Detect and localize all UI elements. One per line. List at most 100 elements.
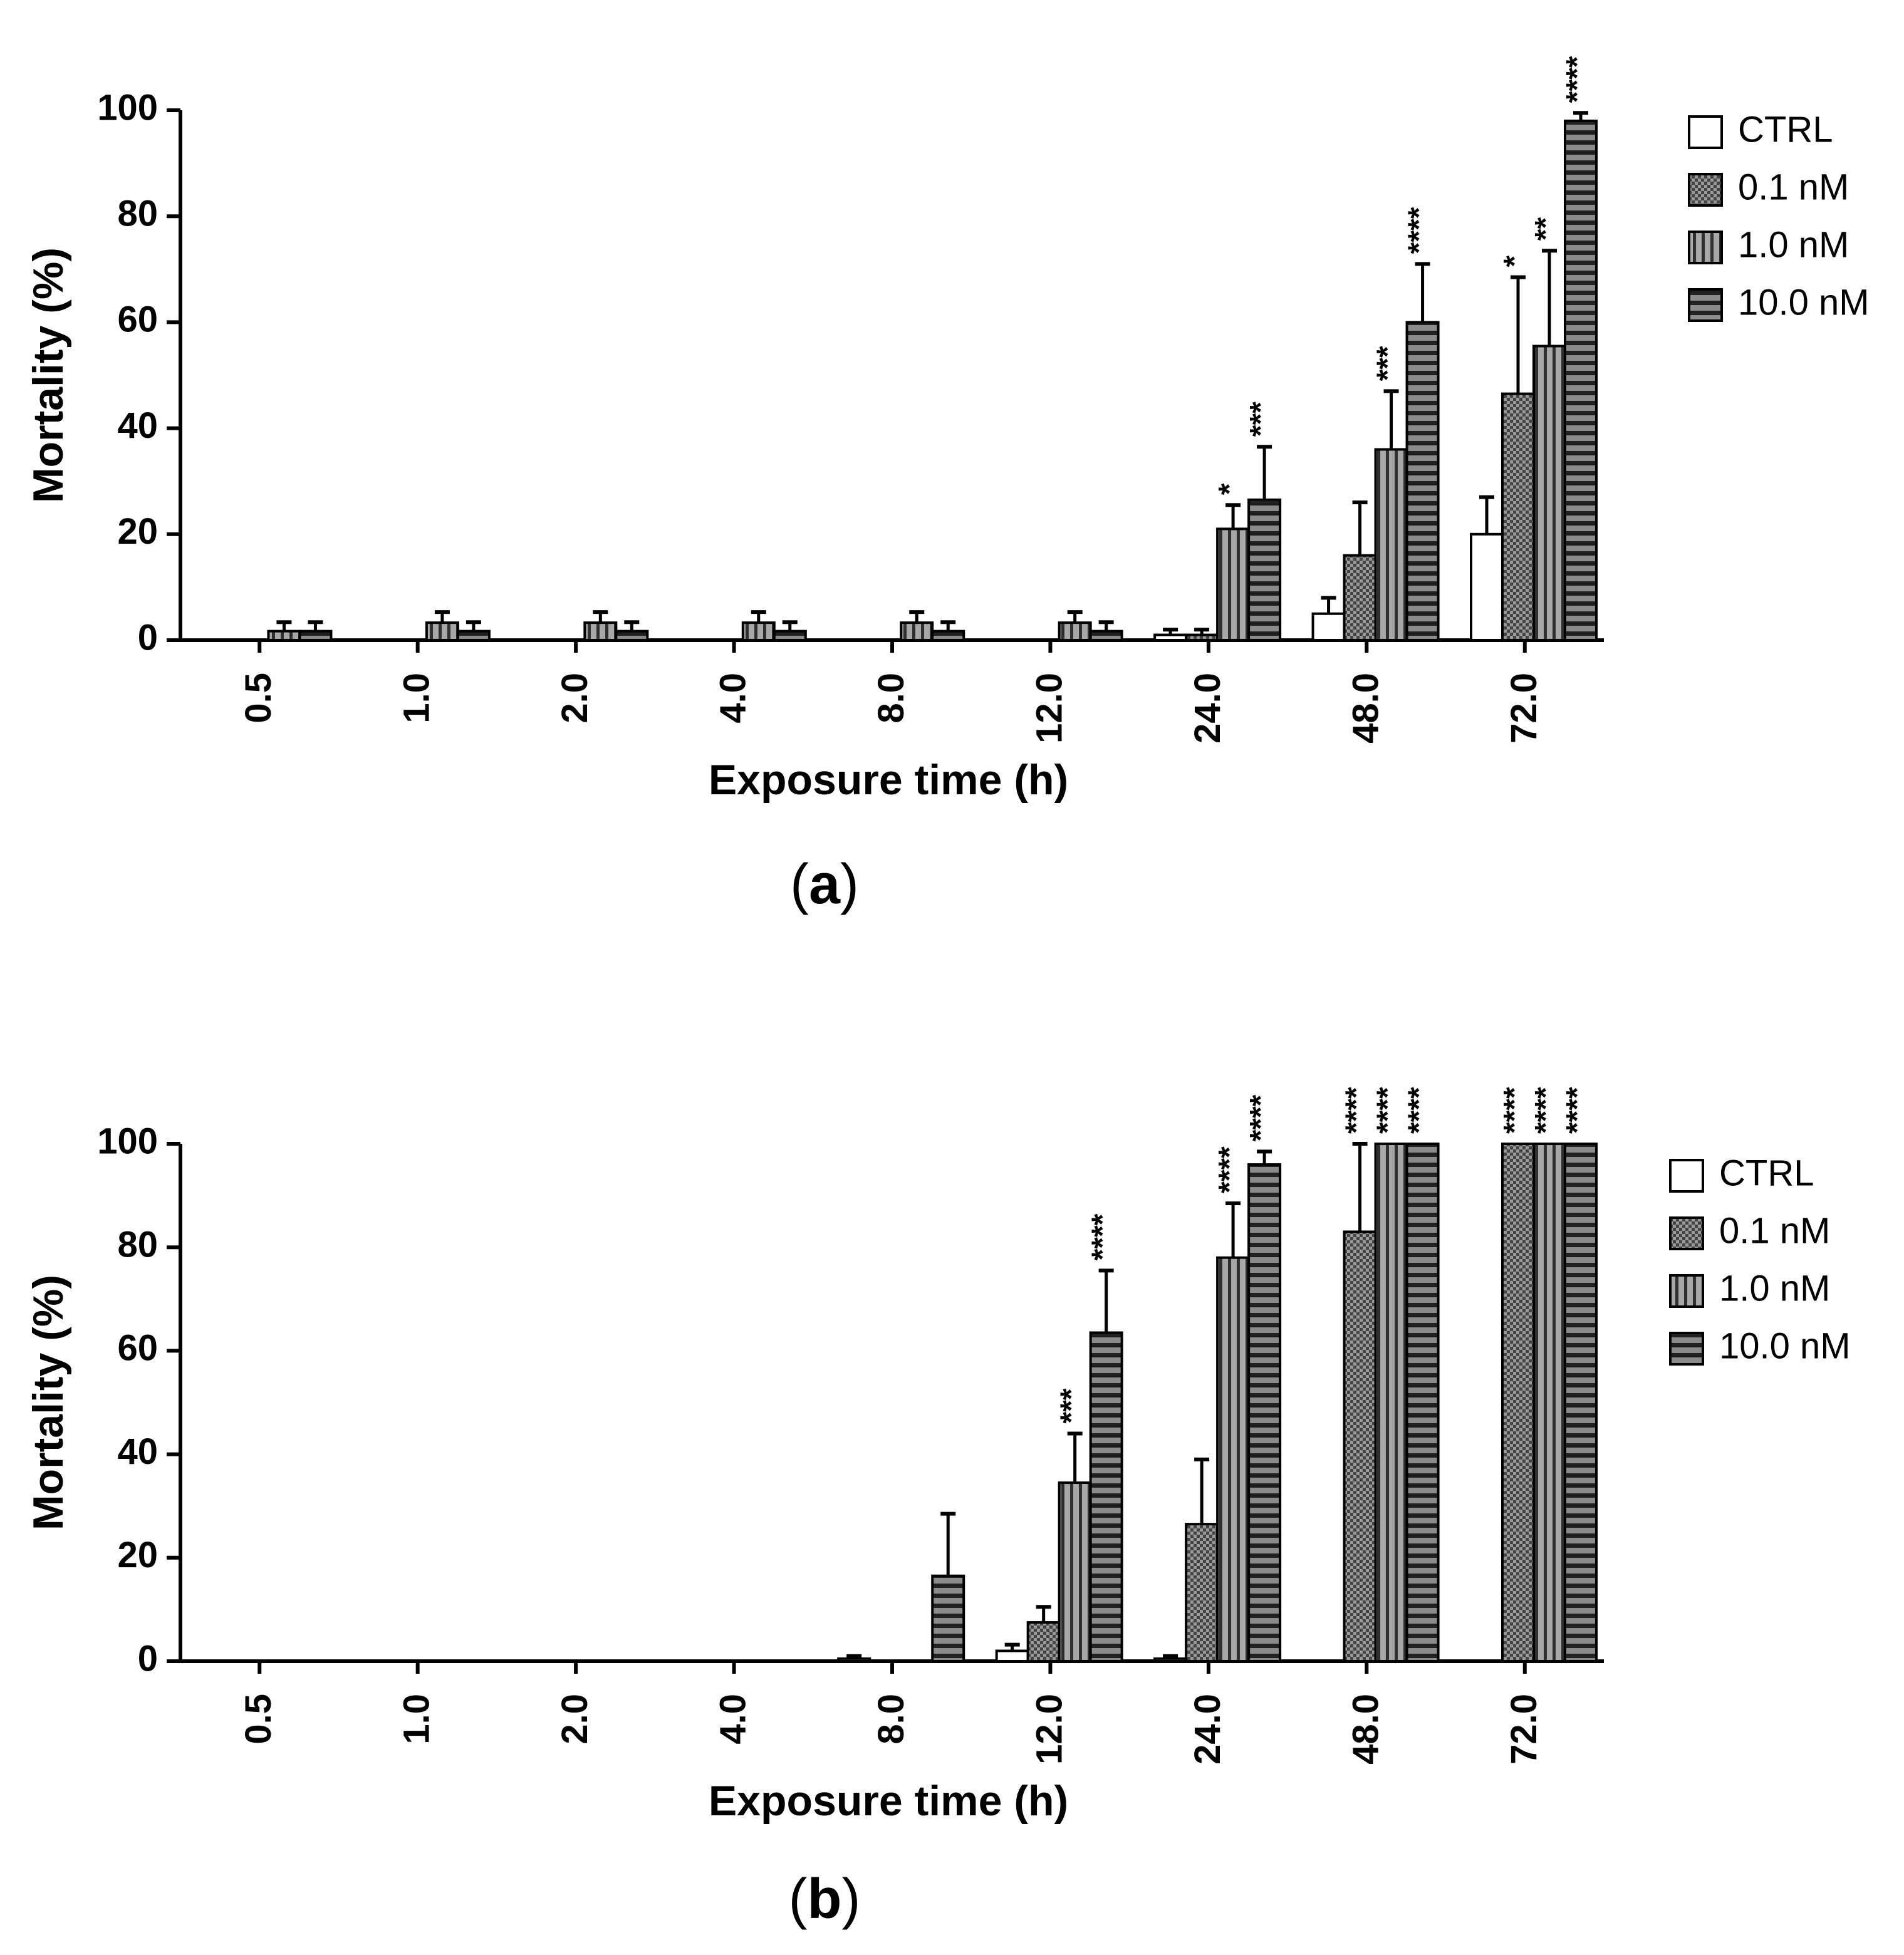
y-tick-label: 40 [117,405,158,446]
bar [1374,448,1408,641]
y-tick-label: 60 [117,1328,158,1369]
bar [931,630,965,641]
y-axis-title: Mortality (%) [24,247,72,503]
x-tick-label: 4.0 [713,673,754,723]
bar [1247,498,1282,641]
x-tick-label: 24.0 [1187,673,1228,744]
legend-swatch [1688,173,1723,207]
x-tick-label: 48.0 [1345,673,1386,744]
x-tick-label: 12.0 [1029,673,1069,744]
significance-marker: **** [1340,1087,1373,1134]
bar [1532,1143,1566,1662]
bar [456,630,491,641]
axes: 0 20 40 60 80 100 0.5 1.0 2.0 4.0 8.0 12.0 24.0 48.0 7… [97,87,1604,744]
bar [1501,392,1535,641]
bar [1058,1481,1092,1663]
bar [1153,1657,1188,1663]
significance-marker: *** [1244,402,1277,437]
x-tick-label: 12.0 [1029,1694,1069,1765]
bar [1343,1230,1377,1663]
bar [1532,345,1566,641]
significance-marker: * [1213,483,1246,495]
legend-swatch [1669,1274,1704,1308]
y-tick-label: 60 [117,299,158,340]
bar [1153,633,1188,641]
x-tick-label: 1.0 [397,1694,437,1745]
significance-marker: **** [1561,56,1594,103]
bar [773,630,807,641]
panel-label-b: (b) [789,1868,861,1931]
bar [1089,630,1123,641]
bar [583,621,618,641]
legend-label: CTRL [1738,109,1833,150]
bars: ****************** [267,56,1598,642]
x-tick-label: 0.5 [238,673,279,723]
bar [1343,554,1377,642]
bar [1374,1143,1408,1662]
y-tick-label: 80 [117,1225,158,1265]
significance-marker: **** [1371,1087,1405,1134]
legend-label: 1.0 nM [1719,1268,1830,1309]
y-tick-label: 0 [138,1638,158,1679]
x-tick-label: 0.5 [238,1694,279,1745]
significance-marker: **** [1498,1087,1531,1134]
y-tick-label: 20 [117,511,158,552]
legend-swatch [1669,1159,1704,1193]
y-axis-title: Mortality (%) [24,1275,72,1530]
panel-label-a: (a) [790,853,859,916]
y-tick-label: 100 [97,1121,158,1161]
legend: CTRL 0.1 nM 1.0 nM 10.0 nM [1688,109,1870,323]
x-tick-label: 4.0 [713,1694,754,1745]
bar [615,630,649,641]
bar [837,1657,871,1663]
significance-marker: *** [1055,1388,1088,1423]
bar [995,1649,1029,1662]
significance-marker: * [1498,255,1531,267]
legend-label: 10.0 nM [1719,1325,1851,1366]
legend-swatch [1688,288,1723,322]
significance-marker: **** [1213,1146,1246,1193]
x-tick-label: 24.0 [1187,1694,1228,1765]
y-tick-label: 0 [138,617,158,658]
bar [1470,532,1504,641]
bar [425,621,459,641]
legend-label: 0.1 nM [1738,167,1849,207]
x-tick-label: 2.0 [554,1694,595,1745]
y-tick-label: 40 [117,1431,158,1472]
legend-label: 1.0 nM [1738,224,1849,265]
legend: CTRL 0.1 nM 1.0 nM 10.0 nM [1669,1153,1851,1366]
x-axis-title: Exposure time (h) [709,756,1068,804]
bar [1216,527,1251,642]
y-tick-label: 20 [117,1535,158,1575]
bar [1026,1621,1061,1663]
bars: *************** ************ ************ [837,1087,1598,1663]
y-tick-label: 100 [97,87,158,128]
bar [1247,1163,1282,1663]
bar [1405,321,1440,642]
bar [1216,1256,1251,1662]
panel-a-chart: Mortality (%) Exposure time (h) 0 20 40 60 8… [24,56,1870,804]
significance-marker: *** [1371,346,1405,381]
x-tick-label: 1.0 [397,673,437,723]
significance-marker: **** [1403,1087,1436,1134]
bar [1564,119,1598,642]
y-tick-label: 80 [117,194,158,234]
bar [1185,1523,1219,1663]
bar [1089,1331,1123,1662]
x-tick-label: 48.0 [1345,1694,1386,1765]
bar [931,1574,965,1662]
x-tick-label: 8.0 [871,673,912,723]
legend-label: CTRL [1719,1153,1814,1193]
bar [1501,1143,1535,1662]
significance-marker: **** [1403,207,1436,254]
x-tick-label: 72.0 [1504,673,1544,744]
axes: 0 20 40 60 80 100 0.5 1.0 2.0 4.0 8.0 12.0 24.0 48.0 7… [97,1121,1604,1765]
panel-b-chart: Mortality (%) Exposure time (h) 0 20 40 60 8… [24,1087,1851,1825]
bar [741,621,776,641]
x-axis-title: Exposure time (h) [709,1777,1068,1825]
significance-marker: **** [1086,1213,1120,1260]
legend-swatch [1669,1216,1704,1250]
significance-marker: **** [1529,1087,1563,1134]
legend-swatch [1669,1332,1704,1366]
